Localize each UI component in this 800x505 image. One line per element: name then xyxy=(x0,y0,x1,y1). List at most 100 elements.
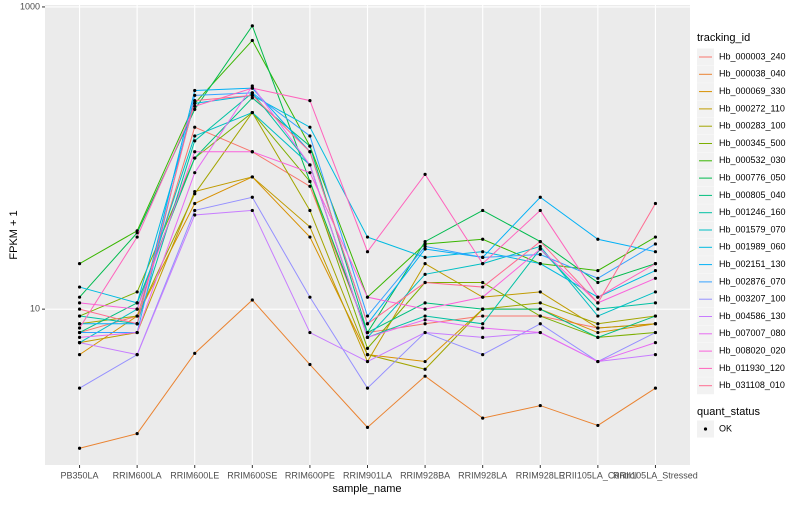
x-tick-label: RRIM928LA xyxy=(458,470,507,480)
data-point xyxy=(77,301,82,305)
data-point xyxy=(193,101,197,105)
data-point xyxy=(365,335,370,340)
data-point xyxy=(250,175,254,179)
data-point xyxy=(653,322,658,326)
legend-label: Hb_004586_130 xyxy=(719,311,786,321)
legend-title: tracking_id xyxy=(697,32,750,44)
data-point xyxy=(538,307,542,311)
data-point xyxy=(538,244,542,249)
data-point xyxy=(423,172,427,176)
data-point xyxy=(77,353,82,357)
data-point xyxy=(481,326,485,330)
data-point xyxy=(77,322,82,326)
data-point xyxy=(193,125,197,129)
data-point xyxy=(365,330,370,335)
data-point xyxy=(423,307,427,311)
data-point xyxy=(365,295,370,299)
data-point xyxy=(365,235,370,239)
data-point xyxy=(193,104,197,108)
data-point xyxy=(308,98,312,103)
y-tick-label: 10 xyxy=(30,304,40,314)
data-point xyxy=(193,156,197,160)
data-point xyxy=(135,314,139,318)
data-point xyxy=(77,386,82,390)
data-point xyxy=(308,362,312,367)
x-axis-title: sample_name xyxy=(332,483,401,495)
data-point xyxy=(538,403,542,408)
data-point xyxy=(423,367,427,371)
data-point xyxy=(308,225,312,229)
data-point xyxy=(538,314,542,318)
data-point xyxy=(596,423,600,428)
data-point xyxy=(250,38,254,43)
data-point xyxy=(308,134,312,138)
data-point xyxy=(596,268,600,273)
data-point xyxy=(481,208,485,213)
x-tick-label: RRIM600LE xyxy=(170,470,219,480)
data-point xyxy=(250,110,254,115)
data-point xyxy=(250,93,254,97)
data-point xyxy=(77,307,82,311)
data-point xyxy=(481,237,485,241)
data-point xyxy=(135,301,139,305)
data-point xyxy=(193,98,197,103)
data-point xyxy=(193,107,197,111)
data-point xyxy=(653,301,658,305)
data-point xyxy=(481,416,485,420)
legend-label: Hb_007007_080 xyxy=(719,328,786,338)
legend-label: Hb_000776_050 xyxy=(719,172,786,182)
data-point xyxy=(481,255,485,259)
data-point xyxy=(481,250,485,254)
data-point xyxy=(538,301,542,305)
data-point xyxy=(538,195,542,199)
data-point xyxy=(596,326,600,330)
data-point xyxy=(193,171,197,175)
data-point xyxy=(596,307,600,311)
data-point xyxy=(423,301,427,305)
data-point xyxy=(596,237,600,241)
data-point xyxy=(538,330,542,335)
x-tick-label: RRIM600LA xyxy=(113,470,162,480)
data-point xyxy=(653,330,658,335)
data-point xyxy=(423,242,427,246)
data-point xyxy=(250,86,254,90)
data-point xyxy=(135,235,139,239)
legend-label: Hb_031108_010 xyxy=(719,380,785,390)
data-point xyxy=(77,335,82,340)
legend-label: Hb_000069_330 xyxy=(719,86,786,96)
data-point xyxy=(653,386,658,390)
data-point xyxy=(423,374,427,378)
data-point xyxy=(308,179,312,184)
data-point xyxy=(423,247,427,251)
data-point xyxy=(653,268,658,273)
data-point xyxy=(308,171,312,175)
data-point xyxy=(250,91,254,95)
data-point xyxy=(653,341,658,345)
data-point xyxy=(308,144,312,148)
data-point xyxy=(250,208,254,213)
data-point xyxy=(653,314,658,318)
data-point xyxy=(193,139,197,143)
data-point xyxy=(423,314,427,318)
data-point xyxy=(423,330,427,335)
data-point xyxy=(423,318,427,322)
legend-label: Hb_002151_130 xyxy=(719,259,786,269)
data-point xyxy=(193,189,197,194)
data-point xyxy=(538,290,542,294)
data-point xyxy=(596,276,600,280)
data-point xyxy=(193,208,197,213)
data-point xyxy=(538,252,542,257)
data-point xyxy=(653,262,658,266)
data-point xyxy=(596,359,600,364)
data-point xyxy=(423,359,427,364)
legend-label: Hb_000805_040 xyxy=(719,190,786,200)
x-tick-label: RRIM928BA xyxy=(400,470,450,480)
data-point xyxy=(481,322,485,326)
data-point xyxy=(423,322,427,326)
data-point xyxy=(250,298,254,302)
data-point xyxy=(308,330,312,335)
data-point xyxy=(423,239,427,244)
data-point xyxy=(77,341,82,345)
data-point xyxy=(250,24,254,28)
data-point xyxy=(77,446,82,450)
